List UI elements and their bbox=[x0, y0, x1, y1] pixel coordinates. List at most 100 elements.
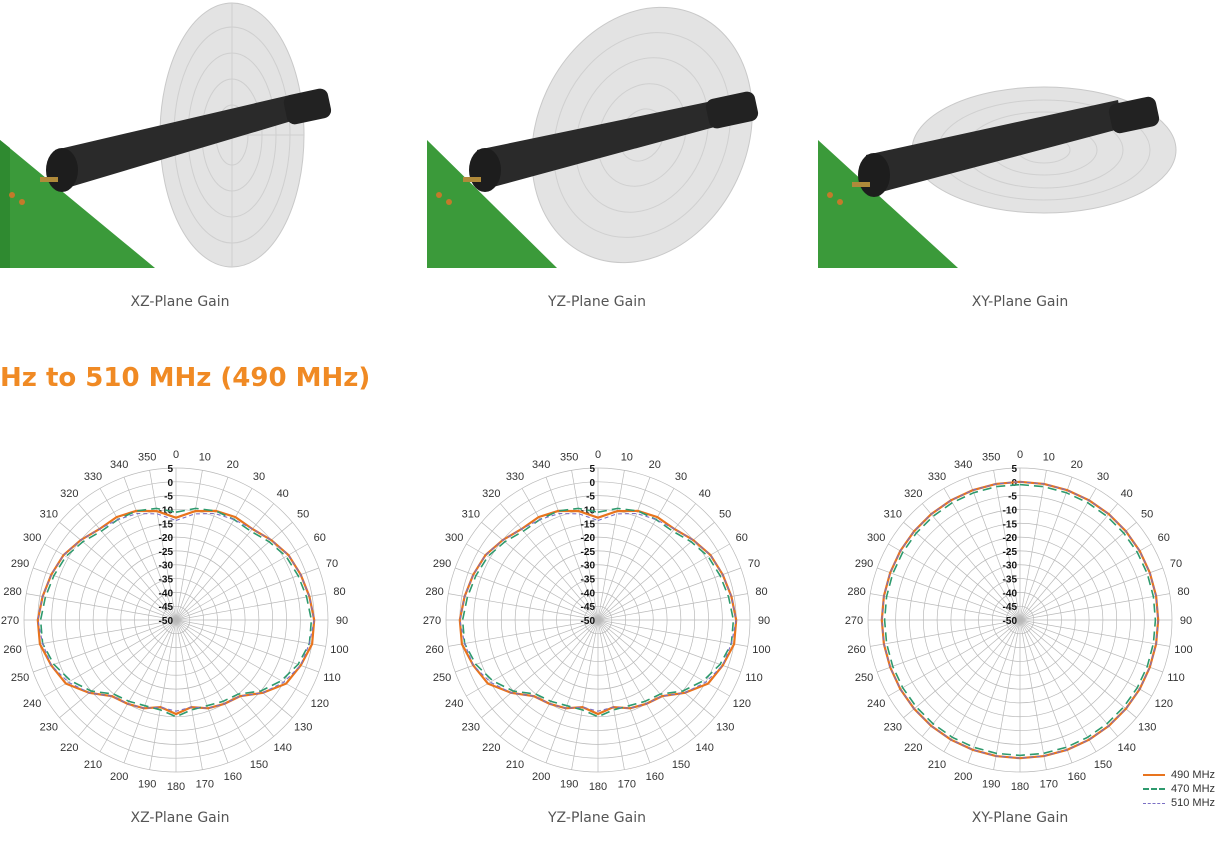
polar-spoke bbox=[78, 503, 177, 621]
radial-tick-label: -30 bbox=[1003, 561, 1018, 572]
polar-spoke bbox=[175, 503, 274, 621]
render-caption-yz: YZ-Plane Gain bbox=[548, 294, 646, 310]
polar-spoke bbox=[922, 503, 1021, 621]
polar-spoke bbox=[597, 522, 715, 621]
angle-tick-label: 0 bbox=[595, 449, 601, 461]
angle-tick-label: 180 bbox=[1011, 781, 1029, 793]
polar-spoke bbox=[481, 619, 599, 718]
angle-tick-label: 180 bbox=[167, 781, 185, 793]
angle-tick-label: 10 bbox=[199, 452, 211, 464]
polar-spoke bbox=[33, 567, 177, 621]
angle-tick-label: 280 bbox=[425, 586, 443, 598]
radial-tick-label: 0 bbox=[167, 478, 173, 489]
angle-tick-label: 240 bbox=[445, 698, 463, 710]
angle-tick-label: 260 bbox=[847, 644, 865, 656]
angle-tick-label: 20 bbox=[227, 459, 239, 471]
polar-spoke bbox=[597, 477, 651, 621]
polar-spoke bbox=[597, 567, 741, 621]
polar-spoke bbox=[175, 619, 229, 763]
polar-grid bbox=[23, 467, 329, 773]
polar-spoke bbox=[521, 488, 599, 621]
angle-tick-label: 190 bbox=[138, 778, 156, 790]
angle-tick-label: 250 bbox=[855, 672, 873, 684]
angle-tick-label: 320 bbox=[482, 488, 500, 500]
angle-tick-label: 290 bbox=[11, 558, 29, 570]
radial-tick-label: -20 bbox=[581, 533, 596, 544]
polar-spoke bbox=[99, 619, 177, 752]
polar-spoke bbox=[943, 488, 1021, 621]
angle-tick-label: 190 bbox=[560, 778, 578, 790]
radial-tick-label: -50 bbox=[159, 616, 174, 627]
polar-spoke bbox=[870, 619, 1021, 647]
polar-spoke bbox=[1019, 619, 1170, 647]
angle-tick-label: 20 bbox=[649, 459, 661, 471]
radial-tick-label: -40 bbox=[159, 588, 174, 599]
radial-tick-label: -50 bbox=[1003, 616, 1018, 627]
polar-spoke bbox=[877, 619, 1021, 673]
polar-spoke bbox=[99, 488, 177, 621]
angle-tick-label: 330 bbox=[506, 471, 524, 483]
radial-tick-label: -50 bbox=[581, 616, 596, 627]
radial-tick-label: 5 bbox=[589, 464, 595, 475]
angle-tick-label: 310 bbox=[40, 508, 58, 520]
polar-spoke bbox=[175, 522, 293, 621]
angle-tick-label: 160 bbox=[646, 771, 664, 783]
polar-spoke bbox=[175, 619, 319, 673]
polar-spoke bbox=[597, 619, 741, 673]
polar-grid bbox=[867, 467, 1173, 773]
render-caption-xy: XY-Plane Gain bbox=[971, 294, 1069, 310]
angle-tick-label: 70 bbox=[748, 558, 760, 570]
polar-spoke bbox=[175, 593, 326, 621]
angle-tick-label: 110 bbox=[1167, 672, 1185, 684]
angle-tick-label: 140 bbox=[274, 742, 292, 754]
angle-tick-label: 250 bbox=[11, 672, 29, 684]
polar-spoke bbox=[1019, 619, 1152, 697]
angle-tick-label: 130 bbox=[1138, 722, 1156, 734]
polar-spoke bbox=[545, 619, 599, 763]
radial-tick-label: -15 bbox=[1003, 519, 1018, 530]
polar-spoke bbox=[448, 593, 599, 621]
polar-spoke bbox=[33, 619, 177, 673]
angle-tick-label: 220 bbox=[904, 742, 922, 754]
radial-tick-label: -15 bbox=[159, 519, 174, 530]
angle-tick-label: 180 bbox=[589, 781, 607, 793]
angle-tick-label: 60 bbox=[736, 532, 748, 544]
polar-spoke bbox=[597, 619, 651, 763]
angle-tick-label: 120 bbox=[311, 698, 329, 710]
radial-tick-label: -25 bbox=[581, 547, 596, 558]
angle-tick-label: 10 bbox=[621, 452, 633, 464]
polar-spoke bbox=[1019, 619, 1137, 718]
angle-tick-label: 100 bbox=[1174, 644, 1192, 656]
angle-tick-label: 310 bbox=[884, 508, 902, 520]
radial-tick-label: -45 bbox=[581, 602, 596, 613]
radial-tick-label: -25 bbox=[1003, 547, 1018, 558]
radial-tick-label: -20 bbox=[159, 533, 174, 544]
polar-spoke bbox=[967, 477, 1021, 621]
polar-chart-xz: 0 102030405060708090100110120130140150160… bbox=[1, 449, 349, 793]
angle-tick-label: 340 bbox=[954, 459, 972, 471]
polar-spoke bbox=[175, 619, 293, 718]
angle-tick-label: 330 bbox=[84, 471, 102, 483]
angle-tick-label: 80 bbox=[755, 586, 767, 598]
angle-tick-label: 170 bbox=[618, 778, 636, 790]
angle-tick-label: 90 bbox=[758, 615, 770, 627]
angle-tick-label: 290 bbox=[855, 558, 873, 570]
angle-tick-label: 120 bbox=[1155, 698, 1173, 710]
legend-entry-510: 510 MHz bbox=[1143, 796, 1215, 810]
angle-tick-label: 220 bbox=[482, 742, 500, 754]
angle-tick-label: 60 bbox=[1158, 532, 1170, 544]
angle-tick-label: 160 bbox=[1068, 771, 1086, 783]
angle-tick-label: 150 bbox=[1094, 759, 1112, 771]
angle-tick-label: 40 bbox=[699, 488, 711, 500]
angle-tick-label: 210 bbox=[84, 759, 102, 771]
polar-spoke bbox=[59, 522, 177, 621]
series-line-510-mhz bbox=[881, 481, 1159, 759]
angle-tick-label: 340 bbox=[110, 459, 128, 471]
angle-tick-label: 120 bbox=[733, 698, 751, 710]
render-caption-xz: XZ-Plane Gain bbox=[130, 294, 230, 310]
polar-chart-yz: 0 102030405060708090100110120130140150160… bbox=[423, 449, 771, 793]
radial-tick-label: -10 bbox=[1003, 505, 1018, 516]
radial-tick-label: -45 bbox=[1003, 602, 1018, 613]
polar-spoke bbox=[1019, 488, 1097, 621]
angle-tick-label: 0 bbox=[1017, 449, 1023, 461]
